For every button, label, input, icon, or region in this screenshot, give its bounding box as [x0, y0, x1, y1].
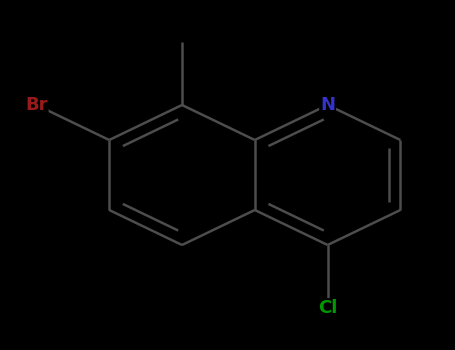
- Text: Br: Br: [25, 96, 48, 114]
- Text: N: N: [320, 96, 335, 114]
- Text: Cl: Cl: [318, 299, 337, 317]
